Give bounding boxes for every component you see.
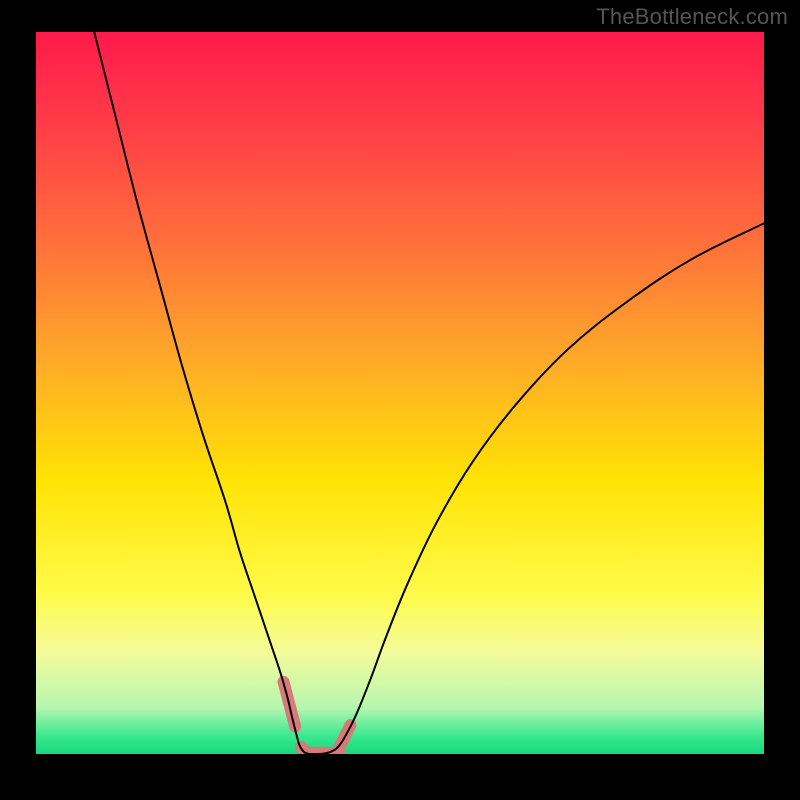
watermark-text: TheBottleneck.com bbox=[596, 4, 788, 30]
chart-frame: TheBottleneck.com bbox=[0, 0, 800, 800]
bottleneck-curve-chart bbox=[0, 0, 800, 800]
plot-background bbox=[36, 32, 764, 754]
